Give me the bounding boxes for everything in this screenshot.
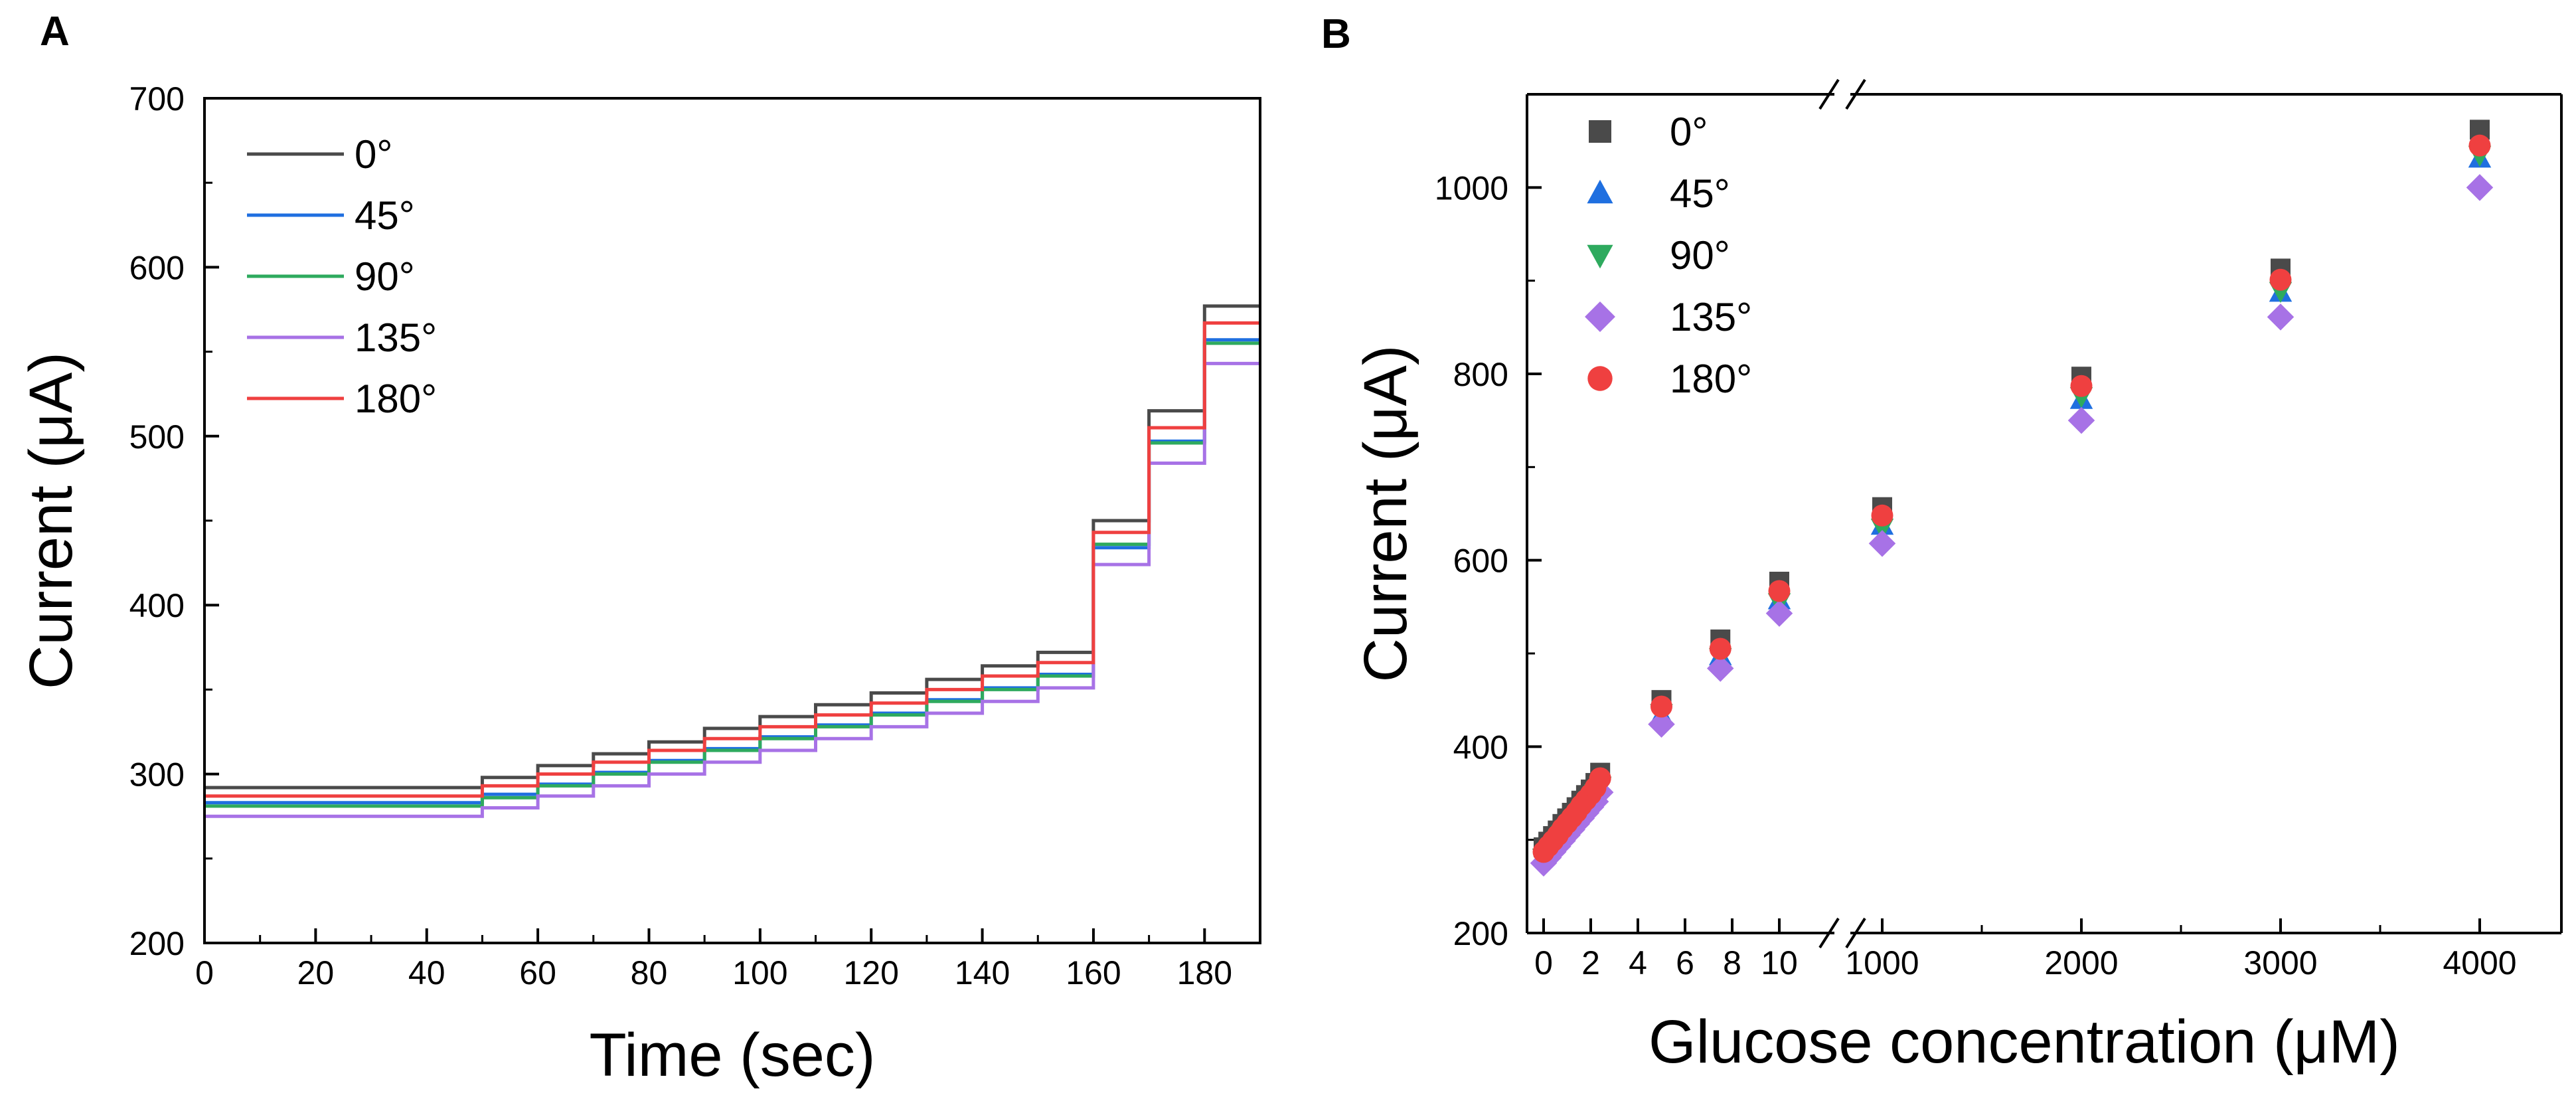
legend-label-b-45: 45° [1670,171,1730,216]
point-180-16 [1871,504,1893,527]
series-line-180 [204,321,1260,798]
y-tick-label-b-600: 600 [1453,543,1508,580]
point-135-17 [2067,406,2095,434]
x-tick-label-b-1000: 1000 [1845,944,1919,981]
legend-label-135: 135° [355,315,437,360]
y-tick-label-b-800: 800 [1453,356,1508,393]
axis-break-mark-0-0 [1818,917,1840,949]
axis-break-mark-0-1 [1845,917,1866,949]
point-180-14 [1709,638,1731,660]
point-180-18 [2269,268,2292,291]
x-tick-label-20: 20 [297,954,335,991]
chart-b: 200 400 600 800 1000 0 2 4 6 8 10 1000 2000 3000 4000 G… [1352,78,2563,1076]
x-tick-label-b-6: 6 [1676,944,1694,981]
legend-label-b-180: 180° [1670,357,1752,401]
x-tick-label-180: 180 [1177,954,1232,991]
x-tick-label-b-2: 2 [1581,944,1600,981]
y-tick-label-700: 700 [129,80,185,118]
point-135-15 [1765,600,1793,627]
point-135-13 [1648,711,1675,738]
point-180-12 [1589,767,1611,790]
x-axis-title-a: Time (sec) [589,1021,875,1089]
x-tick-label-b-4000: 4000 [2443,944,2516,981]
legend-label-0: 0° [355,132,392,177]
x-tick-label-b-2000: 2000 [2044,944,2118,981]
x-tick-label-b-8: 8 [1723,944,1741,981]
x-tick-label-60: 60 [519,954,556,991]
y-tick-label-200: 200 [129,925,185,962]
point-135-18 [2267,303,2294,331]
y-tick-label-600: 600 [129,249,185,286]
x-axis-title-b: Glucose concentration (μM) [1649,1008,2400,1076]
y-axis-title-b: Current (μA) [1352,345,1419,683]
x-tick-label-100: 100 [732,954,787,991]
x-tick-label-b-10: 10 [1761,944,1798,981]
point-180-15 [1768,580,1791,602]
y-tick-label-500: 500 [129,418,185,456]
point-180-17 [2070,375,2093,397]
y-axis-title-a: Current (μA) [17,352,85,689]
x-tick-label-b-0: 0 [1534,944,1553,981]
y-tick-label-400: 400 [129,587,185,624]
series-line-135 [204,361,1260,818]
point-135-14 [1707,655,1734,682]
legend-marker-0 [1589,120,1611,143]
x-tick-label-40: 40 [408,954,445,991]
x-tick-label-b-4: 4 [1629,944,1647,981]
y-tick-label-b-1000: 1000 [1435,169,1508,207]
axis-break-mark-1-0 [1818,78,1840,110]
panel-label-b: B [1321,11,1351,57]
x-tick-label-b-3000: 3000 [2243,944,2317,981]
panel-label-a: A [40,9,70,54]
legend-marker-90 [1587,244,1613,269]
x-tick-label-80: 80 [631,954,668,991]
legend-marker-45 [1587,179,1613,204]
x-tick-label-140: 140 [955,954,1010,991]
legend-label-b-0: 0° [1670,110,1708,154]
point-180-19 [2468,134,2491,157]
x-tick-label-160: 160 [1066,954,1121,991]
y-tick-label-b-200: 200 [1453,915,1508,952]
legend-label-180: 180° [355,377,437,421]
y-tick-label-b-400: 400 [1453,728,1508,766]
axis-break-mark-1-1 [1845,78,1866,110]
x-tick-label-0: 0 [195,954,214,991]
legend-label-45: 45° [355,193,415,238]
point-180-13 [1650,695,1672,718]
legend-marker-135 [1585,301,1615,332]
legend-label-b-135: 135° [1670,295,1752,339]
legend-label-b-90: 90° [1670,233,1730,278]
legend-label-90: 90° [355,254,415,299]
x-tick-label-120: 120 [843,954,898,991]
legend-marker-180 [1587,366,1613,391]
point-135-19 [2466,174,2494,201]
y-tick-label-300: 300 [129,756,185,794]
point-135-16 [1868,530,1896,557]
chart-a: 0 20 40 60 80 100 120 140 160 180 200 300 400 500 600 7… [17,80,1261,1089]
